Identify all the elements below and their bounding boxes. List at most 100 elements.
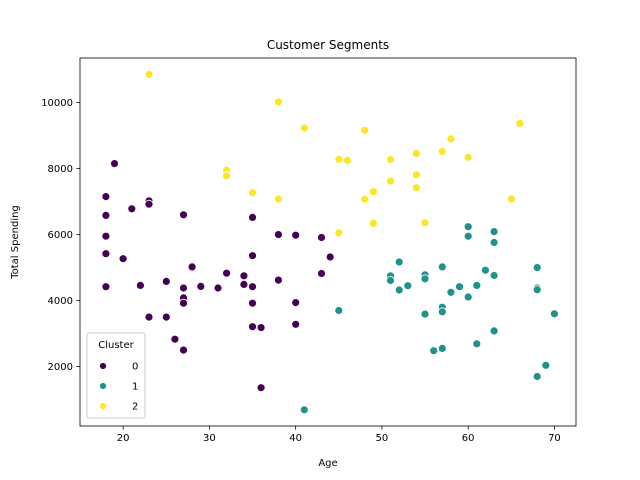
- data-point-cluster-0: [101, 210, 111, 220]
- data-point-cluster-1: [394, 257, 404, 267]
- x-tick-label: 50: [376, 433, 389, 444]
- data-point-cluster-1: [420, 309, 430, 319]
- legend-label-cluster-2: 2: [132, 402, 138, 413]
- data-point-cluster-0: [144, 312, 154, 322]
- points-layer: [101, 70, 559, 415]
- plot-area-frame: [79, 57, 577, 427]
- data-point-cluster-2: [368, 218, 378, 228]
- y-axis-label: Total Spending: [10, 205, 21, 280]
- data-point-cluster-1: [489, 326, 499, 336]
- data-point-cluster-0: [144, 199, 154, 209]
- data-point-cluster-1: [299, 405, 309, 415]
- data-point-cluster-2: [273, 97, 283, 107]
- data-point-cluster-0: [161, 312, 171, 322]
- data-point-cluster-2: [360, 194, 370, 204]
- data-point-cluster-2: [334, 228, 344, 238]
- data-point-cluster-1: [532, 372, 542, 381]
- data-point-cluster-2: [334, 154, 344, 164]
- data-point-cluster-0: [110, 159, 119, 169]
- data-point-cluster-2: [420, 218, 430, 228]
- data-point-cluster-0: [248, 212, 257, 222]
- data-point-cluster-0: [317, 269, 326, 278]
- data-point-cluster-2: [463, 152, 473, 162]
- data-point-cluster-2: [144, 70, 154, 79]
- legend-label-cluster-0: 0: [132, 362, 138, 373]
- data-point-cluster-0: [291, 319, 301, 329]
- x-tick-label: 40: [289, 433, 302, 444]
- data-point-cluster-1: [429, 346, 439, 356]
- data-point-cluster-0: [239, 271, 249, 281]
- legend-marker-cluster-1: [99, 382, 107, 390]
- data-point-cluster-1: [334, 306, 344, 315]
- data-point-cluster-2: [273, 194, 283, 204]
- data-point-cluster-2: [446, 134, 456, 144]
- data-point-cluster-1: [437, 343, 447, 353]
- data-point-cluster-2: [411, 170, 421, 180]
- data-point-cluster-0: [135, 280, 145, 290]
- data-point-cluster-0: [248, 298, 257, 308]
- data-point-cluster-1: [437, 262, 447, 272]
- legend-marker-cluster-2: [99, 402, 107, 410]
- data-point-cluster-1: [472, 280, 482, 290]
- data-point-cluster-2: [360, 125, 370, 135]
- data-point-cluster-1: [394, 285, 404, 295]
- data-point-cluster-1: [532, 285, 542, 295]
- y-tick-label: 8000: [48, 164, 73, 175]
- legend-label-cluster-1: 1: [132, 382, 138, 393]
- legend-title: Cluster: [98, 340, 134, 351]
- data-point-cluster-0: [239, 279, 249, 289]
- x-tick-label: 70: [548, 433, 561, 444]
- data-point-cluster-1: [541, 360, 551, 370]
- data-point-cluster-1: [420, 274, 430, 284]
- legend: Cluster 0 1 2: [86, 332, 146, 419]
- data-point-cluster-2: [386, 176, 395, 186]
- data-point-cluster-0: [325, 252, 335, 262]
- x-tick-label: 60: [462, 433, 475, 444]
- x-axis-label: Age: [318, 458, 337, 469]
- data-point-cluster-1: [463, 231, 473, 241]
- data-point-cluster-2: [342, 155, 352, 165]
- data-point-cluster-1: [550, 309, 559, 319]
- y-axis-ticks: 2000 4000 6000 8000 10000: [41, 98, 80, 373]
- data-point-cluster-2: [248, 188, 257, 198]
- data-point-cluster-0: [127, 204, 137, 214]
- chart-title: Customer Segments: [267, 38, 389, 52]
- data-point-cluster-1: [489, 227, 499, 237]
- data-point-cluster-1: [446, 287, 456, 297]
- data-point-cluster-2: [299, 123, 309, 133]
- data-point-cluster-2: [386, 154, 395, 164]
- data-point-cluster-0: [187, 262, 197, 272]
- legend-entries: 0 1 2: [99, 362, 138, 413]
- data-point-cluster-0: [256, 323, 266, 333]
- data-point-cluster-2: [222, 171, 232, 181]
- data-point-cluster-2: [411, 148, 421, 158]
- data-point-cluster-0: [248, 251, 257, 261]
- data-point-cluster-0: [273, 275, 283, 285]
- y-tick-label: 4000: [48, 296, 73, 307]
- data-point-cluster-0: [273, 230, 283, 240]
- data-point-cluster-0: [179, 210, 188, 220]
- data-point-cluster-1: [489, 238, 499, 247]
- data-point-cluster-0: [170, 334, 180, 344]
- data-point-cluster-0: [101, 249, 111, 259]
- data-point-cluster-0: [317, 233, 326, 242]
- data-point-cluster-2: [506, 194, 516, 204]
- data-point-cluster-2: [515, 118, 525, 128]
- data-point-cluster-0: [179, 345, 188, 355]
- data-point-cluster-1: [403, 281, 413, 291]
- data-point-cluster-0: [291, 230, 301, 240]
- data-point-cluster-2: [437, 146, 447, 156]
- y-tick-label: 6000: [48, 230, 73, 241]
- data-point-cluster-1: [463, 222, 473, 232]
- data-point-cluster-0: [179, 298, 188, 308]
- data-point-cluster-0: [213, 283, 223, 293]
- data-point-cluster-1: [386, 276, 395, 285]
- data-point-cluster-0: [101, 192, 111, 202]
- data-point-cluster-0: [196, 281, 206, 291]
- legend-marker-cluster-0: [99, 362, 107, 370]
- x-tick-label: 30: [203, 433, 216, 444]
- data-point-cluster-1: [532, 263, 542, 273]
- data-point-cluster-1: [480, 265, 490, 275]
- data-point-cluster-2: [368, 187, 378, 197]
